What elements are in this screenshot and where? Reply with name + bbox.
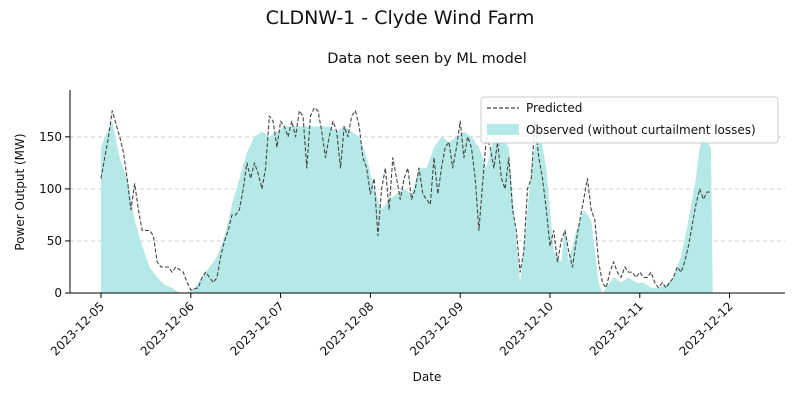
x-axis-label: Date <box>413 370 442 384</box>
observed-area <box>101 121 713 293</box>
y-tick-label: 50 <box>47 234 62 248</box>
y-ticks: 0 50 100 150 <box>39 130 70 300</box>
legend-observed-swatch <box>487 124 519 135</box>
x-tick-label: 2023-12-10 <box>497 299 556 358</box>
y-tick-label: 0 <box>54 286 62 300</box>
x-tick-label: 2023-12-11 <box>587 299 646 358</box>
x-tick-label: 2023-12-12 <box>677 299 736 358</box>
x-tick-label: 2023-12-07 <box>228 299 287 358</box>
axes <box>69 90 785 294</box>
y-tick-label: 100 <box>39 182 62 196</box>
observed-series <box>101 121 713 293</box>
legend-predicted-label: Predicted <box>526 101 582 115</box>
chart-title: Data not seen by ML model <box>327 51 527 67</box>
legend: Predicted Observed (without curtailment … <box>480 96 779 144</box>
legend-frame <box>480 96 779 144</box>
x-tick-label: 2023-12-08 <box>317 299 376 358</box>
x-tick-label: 2023-12-09 <box>407 299 466 358</box>
y-axis-label: Power Output (MW) <box>13 133 27 250</box>
x-ticks: 2023-12-05 2023-12-06 2023-12-07 2023-12-08… <box>48 293 736 358</box>
y-tick-label: 150 <box>39 130 62 144</box>
chart-suptitle: CLDNW-1 - Clyde Wind Farm <box>266 7 535 29</box>
x-tick-label: 2023-12-05 <box>48 299 107 358</box>
x-tick-label: 2023-12-06 <box>138 299 197 358</box>
legend-observed-label: Observed (without curtailment losses) <box>526 123 756 137</box>
